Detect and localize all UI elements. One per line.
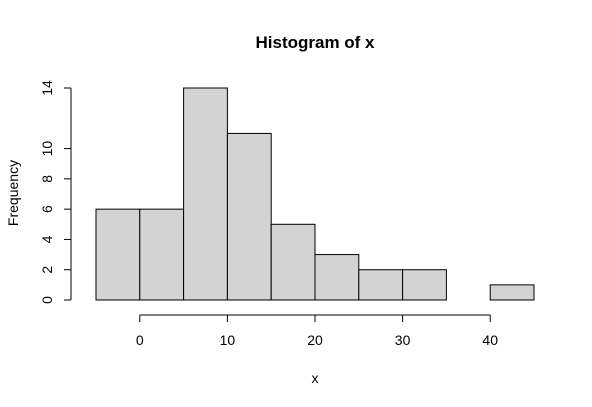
y-tick-label: 4 <box>39 235 55 243</box>
y-tick-label: 14 <box>39 80 55 96</box>
y-axis: 0 2 4 6 8 10 14 <box>39 80 72 304</box>
histogram-bar <box>489 284 535 301</box>
y-tick-label: 2 <box>39 266 55 274</box>
histogram-bar <box>270 223 316 301</box>
histogram-bar <box>226 132 272 301</box>
y-axis-label: Frequency <box>5 160 21 226</box>
bars-group <box>95 87 535 301</box>
x-axis: 0 10 20 30 40 <box>136 314 498 348</box>
histogram-bar <box>314 254 360 301</box>
y-tick-label: 8 <box>39 175 55 183</box>
histogram-bar <box>402 269 447 301</box>
histogram-bar <box>95 208 141 301</box>
x-tick-label: 20 <box>307 332 323 348</box>
x-tick-label: 0 <box>136 332 144 348</box>
x-tick-label: 30 <box>395 332 411 348</box>
x-tick-label: 40 <box>482 332 498 348</box>
y-tick-label: 10 <box>39 141 55 157</box>
x-tick-label: 10 <box>220 332 236 348</box>
y-tick-label: 0 <box>39 296 55 304</box>
chart-title: Histogram of x <box>255 33 375 52</box>
histogram-bar <box>183 87 228 301</box>
x-axis-label: x <box>312 370 319 386</box>
histogram-bar <box>139 208 185 301</box>
histogram-bar <box>358 269 404 301</box>
y-tick-label: 6 <box>39 205 55 213</box>
